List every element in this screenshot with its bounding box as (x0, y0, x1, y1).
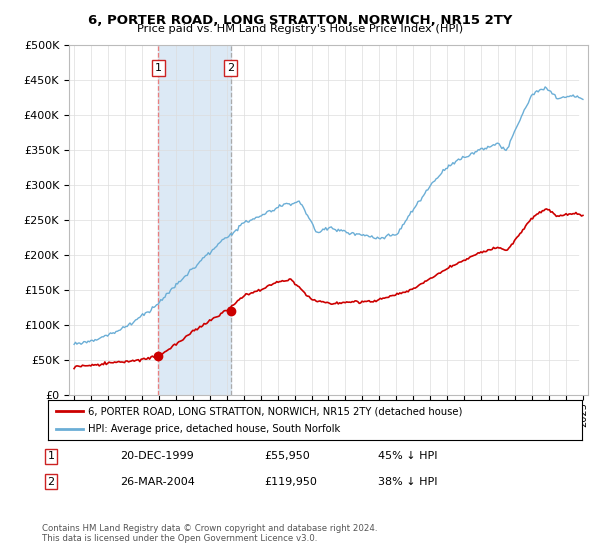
Text: Contains HM Land Registry data © Crown copyright and database right 2024.
This d: Contains HM Land Registry data © Crown c… (42, 524, 377, 543)
Text: 45% ↓ HPI: 45% ↓ HPI (378, 451, 437, 461)
Text: 2: 2 (227, 63, 234, 73)
Text: 6, PORTER ROAD, LONG STRATTON, NORWICH, NR15 2TY: 6, PORTER ROAD, LONG STRATTON, NORWICH, … (88, 14, 512, 27)
Bar (158, 45, 230, 395)
Text: £119,950: £119,950 (264, 477, 317, 487)
Text: Price paid vs. HM Land Registry's House Price Index (HPI): Price paid vs. HM Land Registry's House … (137, 24, 463, 34)
Text: 26-MAR-2004: 26-MAR-2004 (120, 477, 195, 487)
Text: 2: 2 (47, 477, 55, 487)
Text: 1: 1 (155, 63, 162, 73)
Text: 6, PORTER ROAD, LONG STRATTON, NORWICH, NR15 2TY (detached house): 6, PORTER ROAD, LONG STRATTON, NORWICH, … (88, 407, 463, 417)
Bar (578, 45, 588, 395)
Text: 38% ↓ HPI: 38% ↓ HPI (378, 477, 437, 487)
Text: 20-DEC-1999: 20-DEC-1999 (120, 451, 194, 461)
Text: 1: 1 (47, 451, 55, 461)
Text: HPI: Average price, detached house, South Norfolk: HPI: Average price, detached house, Sout… (88, 423, 340, 433)
Text: £55,950: £55,950 (264, 451, 310, 461)
